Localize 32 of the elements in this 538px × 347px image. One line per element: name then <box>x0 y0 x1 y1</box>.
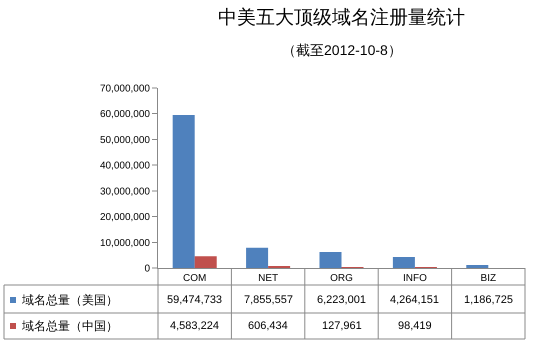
x-tick-label: NET <box>258 273 278 284</box>
bar <box>194 256 217 268</box>
chart-title: 中美五大顶级域名注册量统计 <box>218 6 465 28</box>
data-label: 127,961 <box>322 320 362 332</box>
x-tick-label: INFO <box>402 273 428 284</box>
x-tick-label: BIZ <box>480 273 496 284</box>
y-tick-label: 60,000,000 <box>100 109 150 120</box>
bar <box>392 257 415 268</box>
chart-subtitle: （截至2012-10-8） <box>282 42 402 58</box>
data-label: 98,419 <box>398 320 432 332</box>
y-tick-label: 10,000,000 <box>100 238 150 249</box>
x-tick-label: COM <box>183 273 206 284</box>
y-tick-label: 50,000,000 <box>100 134 150 146</box>
data-label: 7,855,557 <box>244 294 293 306</box>
data-label: 1,186,725 <box>464 294 513 306</box>
x-tick-label: ORG <box>330 273 354 284</box>
data-label: 6,223,001 <box>317 294 366 306</box>
legend-label: 域名总量（美国） <box>21 293 118 307</box>
data-label: 59,474,733 <box>167 294 222 306</box>
bar <box>319 252 342 268</box>
y-tick-label: 0 <box>144 264 150 274</box>
bar <box>172 115 195 268</box>
legend-label: 域名总量（中国） <box>21 319 118 333</box>
y-tick-label: 40,000,000 <box>100 160 150 172</box>
data-label: 606,434 <box>248 320 288 332</box>
data-label: 4,264,151 <box>390 294 439 306</box>
bar <box>466 264 488 268</box>
data-label: 4,583,224 <box>170 320 219 332</box>
y-tick-label: 20,000,000 <box>100 212 150 224</box>
y-tick-label: 30,000,000 <box>100 186 150 198</box>
y-tick-label: 70,000,000 <box>100 84 150 94</box>
bar <box>246 248 268 268</box>
